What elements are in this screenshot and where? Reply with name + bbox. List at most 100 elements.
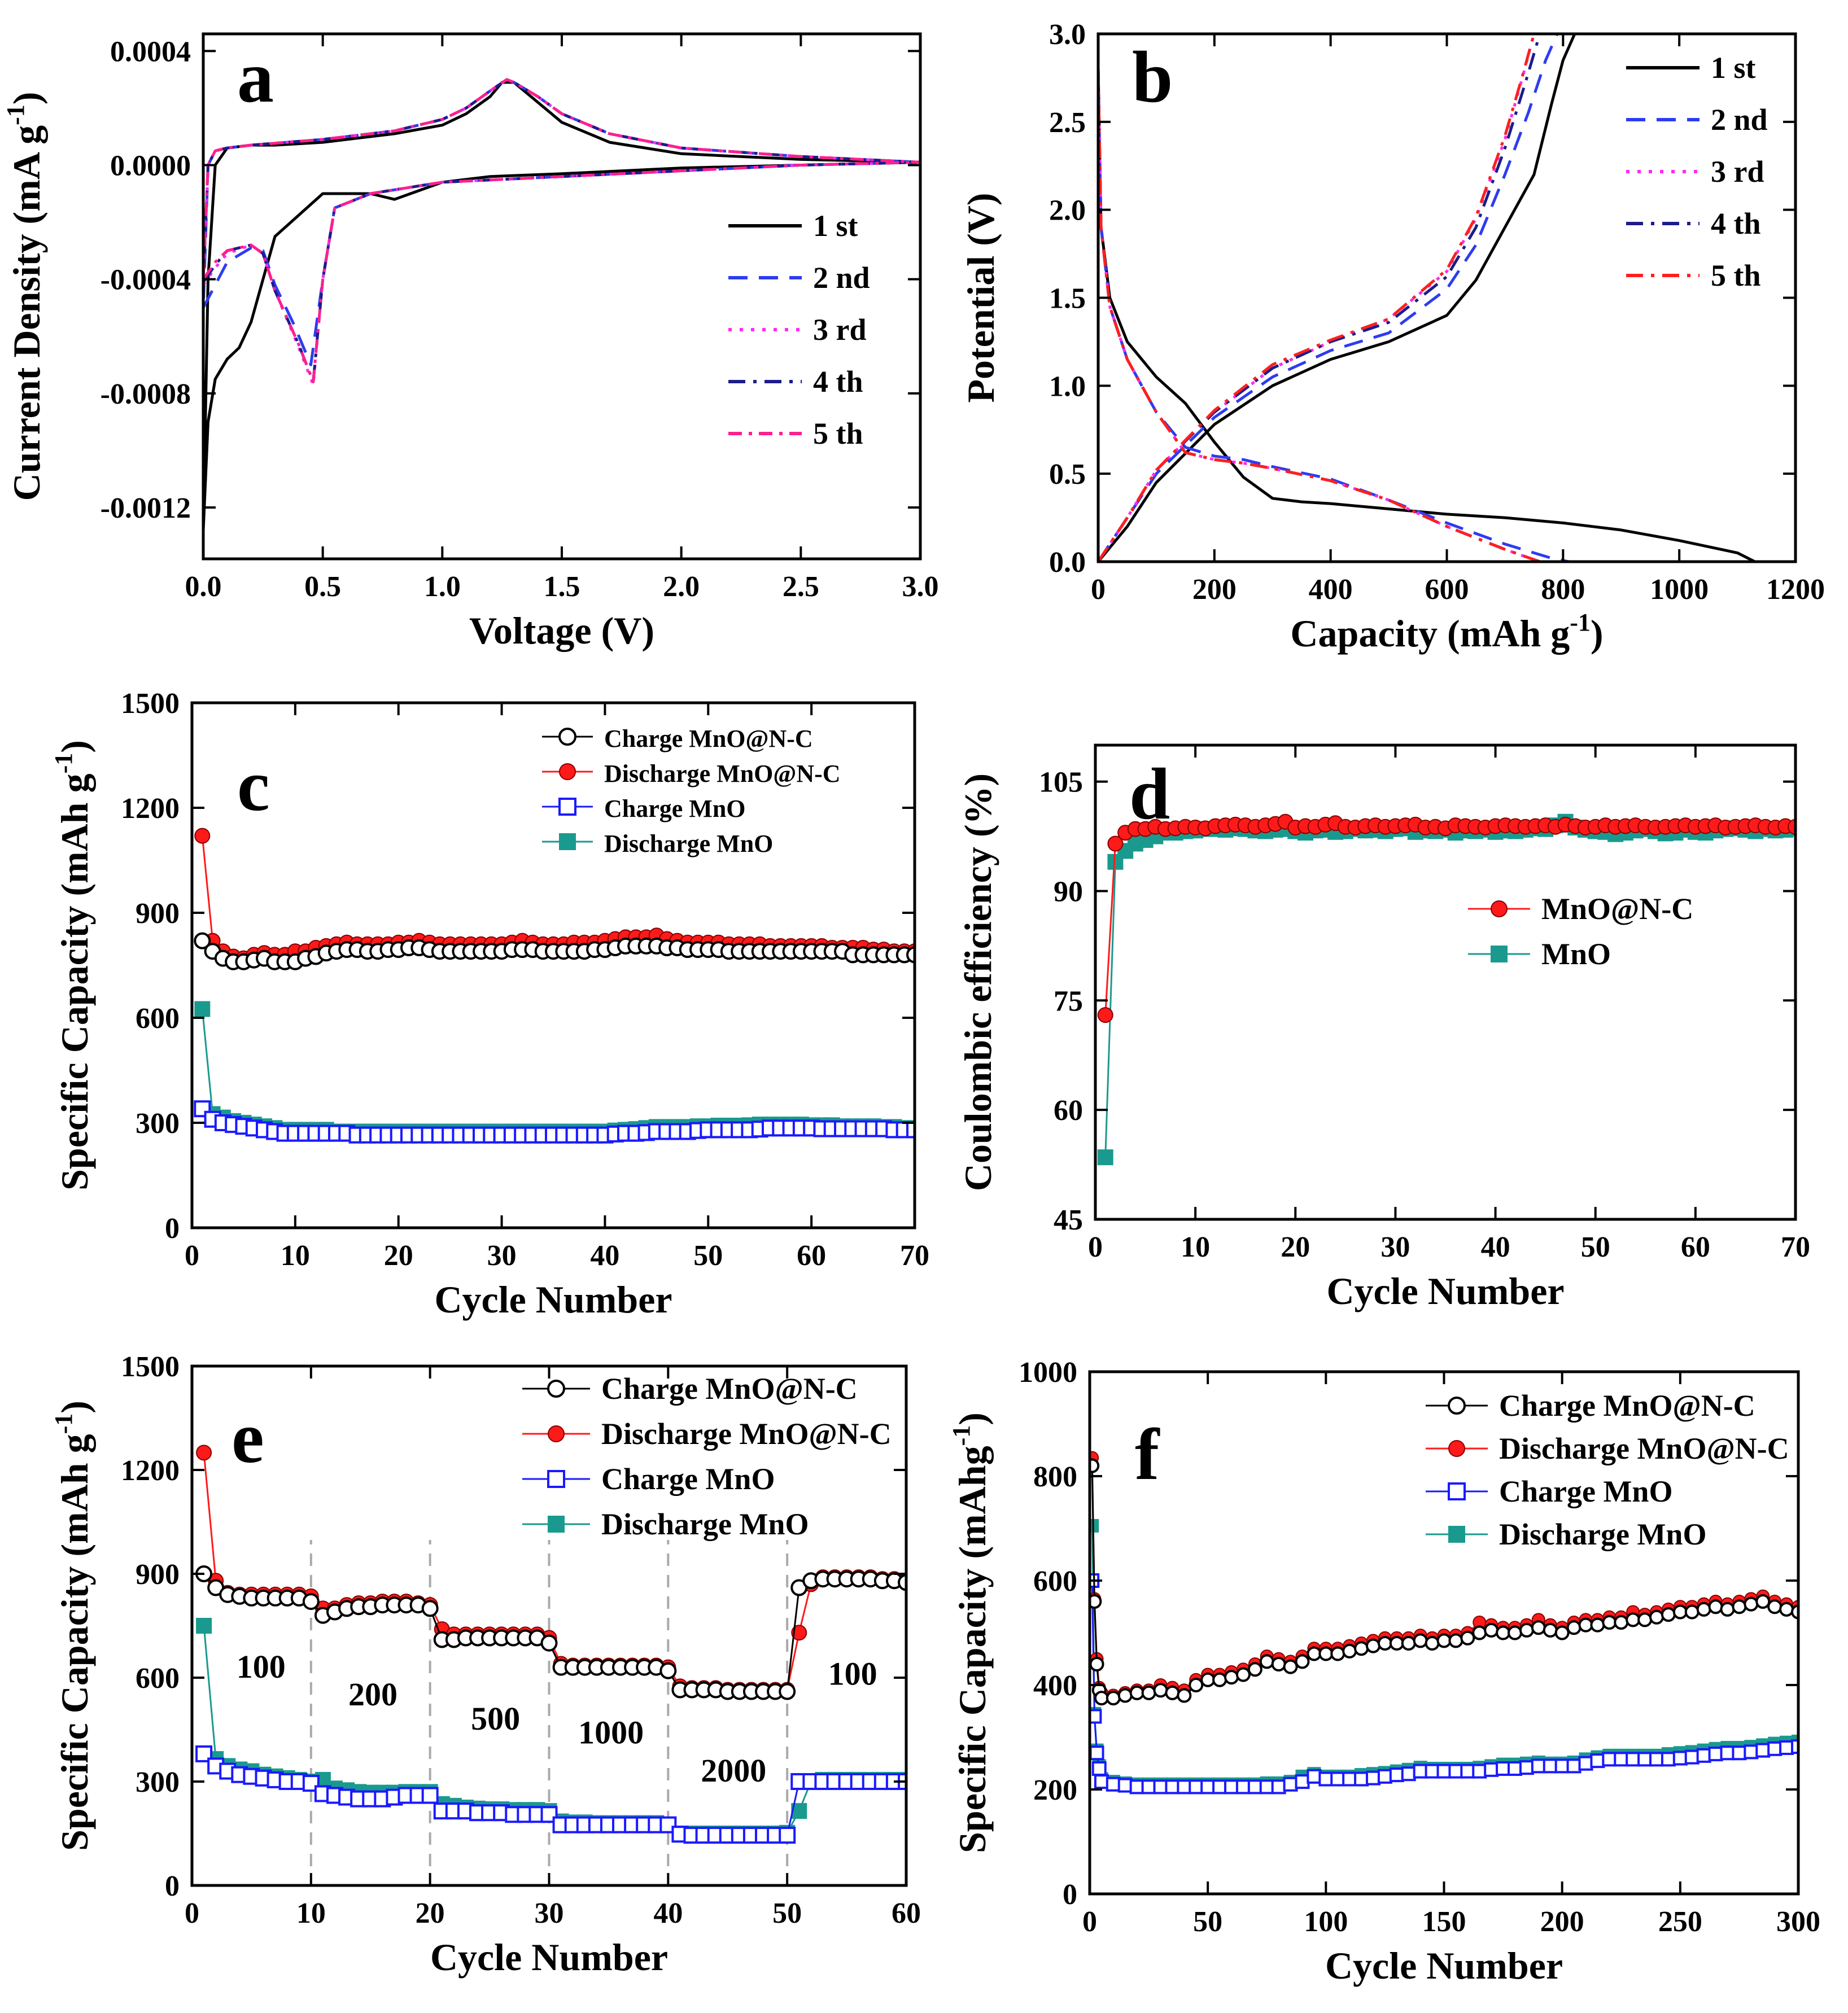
legend-label: 3 rd <box>813 313 867 347</box>
y-axis-label: Specific Capacity (mAhg-1) <box>947 1412 994 1853</box>
legend-item: Discharge MnO@N-C <box>1426 1432 1789 1465</box>
x-tick-label: 2.0 <box>663 571 700 603</box>
data-point <box>1554 1758 1570 1774</box>
legend-label: 1 st <box>813 209 858 243</box>
legend-label: 3 rd <box>1711 155 1764 189</box>
data-point <box>1366 1638 1380 1653</box>
data-point <box>1436 1763 1452 1779</box>
series-line <box>1098 34 1536 562</box>
y-tick-label: 1500 <box>121 688 180 720</box>
legend-marker <box>558 728 576 746</box>
data-point <box>1460 1630 1475 1646</box>
data-point <box>1295 1774 1310 1789</box>
legend-marker <box>1448 1397 1466 1415</box>
panel-label: c <box>237 745 270 826</box>
data-point <box>302 1593 320 1611</box>
data-point <box>1519 1622 1534 1638</box>
legend-item: 5 th <box>728 417 863 450</box>
data-point <box>1189 1779 1204 1795</box>
y-tick-label: 0 <box>165 1870 180 1902</box>
data-point <box>1106 1691 1121 1706</box>
x-tick-label: 50 <box>772 1897 802 1929</box>
data-point <box>1484 1622 1499 1638</box>
data-point <box>1200 1779 1216 1795</box>
data-point <box>898 1574 906 1591</box>
data-point <box>1090 1657 1104 1671</box>
data-point <box>1129 1779 1144 1795</box>
legend-label: Discharge MnO@N-C <box>604 760 841 787</box>
x-tick-label: 40 <box>590 1240 619 1272</box>
x-tick-label: 150 <box>1422 1906 1466 1938</box>
plot-area <box>1098 34 1756 562</box>
y-tick-label: 1000 <box>1019 1356 1077 1389</box>
legend-item: 3 rd <box>1626 155 1764 189</box>
data-point <box>1531 1758 1546 1774</box>
y-tick-label: 0 <box>165 1213 180 1245</box>
data-point <box>1472 1625 1487 1640</box>
legend-label: Charge MnO <box>604 795 746 822</box>
data-point <box>1342 1643 1357 1658</box>
data-point <box>1531 1620 1546 1635</box>
data-point <box>1684 1749 1700 1765</box>
data-point <box>1401 1636 1416 1651</box>
plot-frame <box>1096 32 1797 563</box>
legend-label: Discharge MnO <box>604 830 773 857</box>
y-tick-label: 1200 <box>121 793 180 825</box>
data-point <box>1318 1646 1334 1661</box>
legend-label: MnO@N-C <box>1541 892 1693 926</box>
x-tick-label: 400 <box>1309 574 1353 606</box>
series-line <box>1104 821 1795 1158</box>
data-point <box>1543 1622 1558 1638</box>
data-point <box>1448 1763 1463 1779</box>
y-tick-label: 0.0 <box>1049 546 1086 579</box>
data-point <box>1578 1617 1593 1633</box>
data-point <box>1295 1654 1310 1669</box>
x-axis-label: Cycle Number <box>434 1278 672 1321</box>
y-tick-label: 1500 <box>121 1351 180 1383</box>
data-point <box>1425 1636 1440 1651</box>
y-tick-label: 0.0000 <box>110 150 191 182</box>
data-point <box>791 1625 807 1641</box>
y-axis-label: Potential (V) <box>959 192 1002 402</box>
legend-item: 2 nd <box>1626 103 1768 137</box>
data-point <box>1590 1617 1605 1633</box>
data-point <box>1578 1756 1593 1771</box>
data-point <box>1602 1752 1617 1767</box>
plot-area <box>1097 813 1795 1166</box>
x-tick-label: 20 <box>416 1897 445 1929</box>
data-point <box>1165 1779 1180 1795</box>
data-point <box>1377 1769 1392 1784</box>
series-line <box>1098 69 1541 562</box>
legend-label: Charge MnO <box>601 1462 775 1496</box>
data-point <box>1307 1769 1322 1784</box>
data-point <box>1767 1599 1783 1614</box>
panel-c: 0 10 20 30 40 50 60 70 0 300 600 900 1200 1500 Cycle N… <box>50 688 929 1321</box>
x-tick-label: 10 <box>281 1240 310 1272</box>
legend-label: Discharge MnO <box>1499 1517 1706 1551</box>
legend-marker <box>559 763 576 780</box>
data-point <box>779 1827 796 1844</box>
legend-item: Charge MnO <box>542 795 746 822</box>
data-point <box>196 1445 212 1461</box>
data-point <box>1090 1594 1102 1609</box>
x-tick-label: 800 <box>1541 574 1585 606</box>
y-tick-label: 1.5 <box>1049 283 1086 315</box>
data-point <box>1106 1776 1121 1792</box>
data-point <box>1744 1744 1759 1760</box>
plot-frame <box>1088 1370 1800 1896</box>
series-line <box>1098 69 1570 562</box>
data-point <box>1117 1688 1133 1703</box>
x-tick-label: 0 <box>1091 574 1106 606</box>
legend-label: 5 th <box>1711 259 1761 292</box>
data-point <box>1259 1654 1274 1669</box>
data-point <box>1377 1636 1392 1651</box>
legend-label: Discharge MnO <box>601 1507 809 1541</box>
data-point <box>1271 1779 1286 1795</box>
legend-item: 1 st <box>1626 51 1756 85</box>
data-point <box>1129 1685 1144 1700</box>
x-tick-label: 250 <box>1658 1906 1702 1938</box>
data-point <box>540 1634 558 1652</box>
series-line <box>201 1009 915 1132</box>
